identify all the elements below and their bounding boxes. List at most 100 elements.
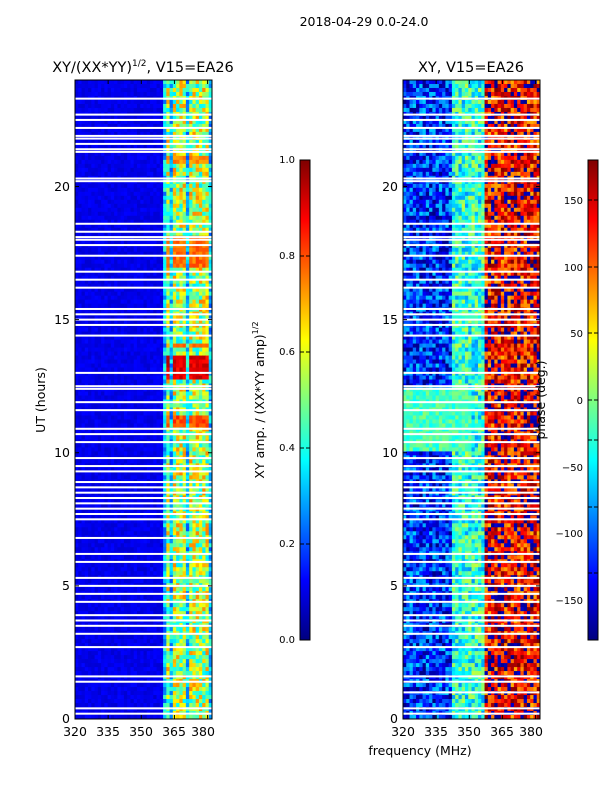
amplitude-cell	[130, 499, 135, 504]
amplitude-cell	[75, 319, 79, 325]
amplitude-cell	[182, 223, 187, 229]
amplitude-cell	[179, 203, 184, 209]
amplitude-cell	[163, 227, 167, 233]
amplitude-cell	[146, 203, 151, 209]
amplitude-cell	[146, 403, 151, 409]
amplitude-cell	[189, 359, 194, 365]
amplitude-cell	[172, 139, 177, 145]
amplitude-cell	[182, 487, 187, 492]
amplitude-cell	[94, 227, 99, 233]
amplitude-cell	[91, 375, 96, 381]
amplitude-cell	[182, 271, 187, 277]
amplitude-cell	[107, 131, 112, 137]
amplitude-cell	[140, 515, 145, 520]
amplitude-cell	[84, 419, 89, 425]
amplitude-cell	[185, 379, 190, 385]
amplitude-cell	[140, 335, 145, 341]
amplitude-cell	[133, 183, 138, 189]
amplitude-cell	[172, 123, 177, 129]
amplitude-cell	[107, 171, 112, 177]
amplitude-cell	[146, 151, 151, 157]
amplitude-cell	[133, 487, 138, 492]
amplitude-cell	[107, 379, 112, 385]
amplitude-cell	[156, 363, 161, 369]
amplitude-cell	[163, 191, 167, 197]
amplitude-cell	[143, 467, 148, 472]
amplitude-cell	[88, 155, 92, 161]
amplitude-cell	[75, 531, 79, 536]
amplitude-cell	[133, 247, 138, 253]
amplitude-cell	[143, 287, 148, 293]
amplitude-cell	[81, 447, 86, 453]
amplitude-cell	[104, 103, 109, 109]
amplitude-cell	[140, 91, 145, 97]
amplitude-cell	[150, 363, 154, 369]
amplitude-cell	[146, 271, 151, 277]
amplitude-cell	[172, 411, 177, 417]
amplitude-cell	[107, 99, 112, 105]
amplitude-cell	[123, 119, 128, 125]
amplitude-cell	[146, 275, 151, 281]
amplitude-cell	[140, 363, 145, 369]
amplitude-cell	[140, 80, 145, 85]
amplitude-cell	[104, 259, 109, 265]
amplitude-cell	[182, 91, 187, 97]
amplitude-cell	[153, 415, 158, 421]
amplitude-cell	[182, 315, 187, 321]
amplitude-cell	[133, 123, 138, 129]
amplitude-cell	[123, 167, 128, 173]
amplitude-cell	[172, 375, 177, 381]
amplitude-cell	[150, 283, 154, 289]
amplitude-cell	[110, 519, 115, 524]
amplitude-cell	[136, 199, 141, 205]
amplitude-cell	[110, 527, 115, 532]
amplitude-cell	[146, 107, 151, 113]
amplitude-cell	[156, 219, 161, 225]
amplitude-cell	[182, 519, 187, 524]
amplitude-cell	[185, 103, 190, 109]
amplitude-cell	[81, 271, 86, 277]
amplitude-cell	[81, 315, 86, 321]
amplitude-cell	[195, 215, 200, 221]
amplitude-cell	[127, 199, 132, 205]
amplitude-cell	[110, 87, 115, 93]
amplitude-cell	[101, 223, 105, 229]
amplitude-cell	[202, 327, 207, 333]
amplitude-cell	[159, 80, 164, 85]
amplitude-cell	[166, 227, 171, 233]
amplitude-cell	[107, 527, 112, 532]
amplitude-cell	[123, 499, 128, 504]
amplitude-cell	[205, 315, 210, 321]
amplitude-cell	[166, 87, 171, 93]
amplitude-cell	[172, 483, 177, 488]
amplitude-cell	[91, 215, 96, 221]
amplitude-cell	[208, 87, 212, 93]
amplitude-cell	[101, 247, 105, 253]
amplitude-cell	[140, 483, 145, 488]
amplitude-cell	[192, 459, 197, 464]
amplitude-cell	[104, 523, 109, 528]
amplitude-cell	[189, 351, 194, 357]
amplitude-cell	[172, 183, 177, 189]
amplitude-cell	[202, 255, 207, 261]
amplitude-cell	[202, 143, 207, 149]
amplitude-cell	[120, 411, 125, 417]
amplitude-cell	[159, 167, 164, 173]
amplitude-cell	[140, 87, 145, 93]
amplitude-cell	[146, 223, 151, 229]
amplitude-cell	[153, 379, 158, 385]
amplitude-cell	[94, 459, 99, 464]
amplitude-cell	[120, 183, 125, 189]
amplitude-cell	[156, 347, 161, 353]
amplitude-cell	[114, 151, 118, 157]
amplitude-cell	[133, 239, 138, 245]
amplitude-cell	[120, 319, 125, 325]
amplitude-cell	[101, 375, 105, 381]
amplitude-cell	[94, 263, 99, 269]
amplitude-cell	[179, 467, 184, 472]
amplitude-cell	[150, 419, 154, 425]
amplitude-cell	[123, 331, 128, 337]
amplitude-cell	[120, 263, 125, 269]
amplitude-cell	[172, 195, 177, 201]
amplitude-cell	[185, 471, 190, 476]
